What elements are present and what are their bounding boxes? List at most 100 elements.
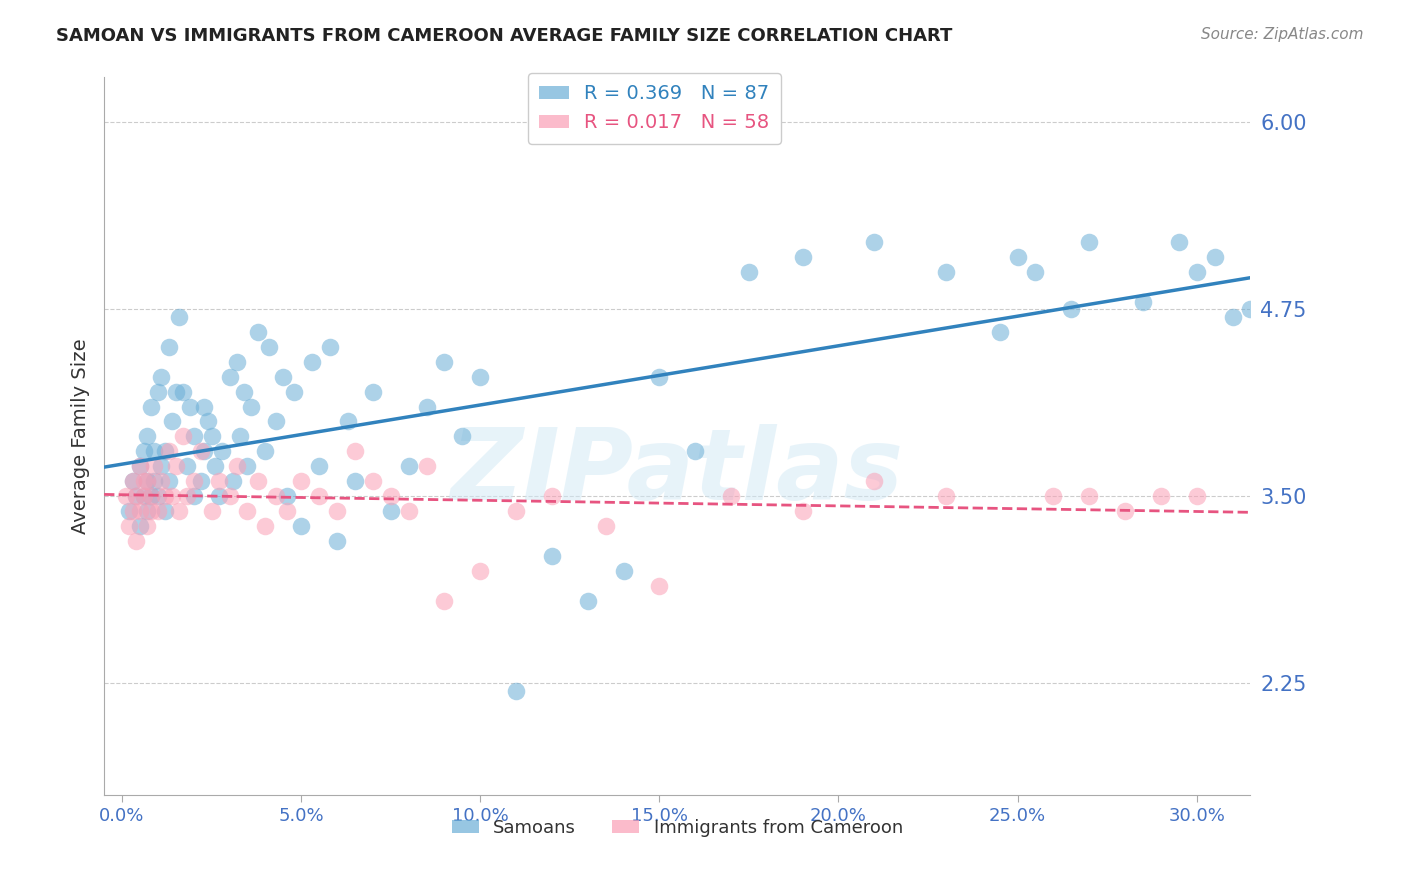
Point <box>218 489 240 503</box>
Point <box>1167 235 1189 249</box>
Point <box>236 459 259 474</box>
Point <box>1204 250 1226 264</box>
Point <box>541 489 564 503</box>
Point <box>139 504 162 518</box>
Point <box>176 459 198 474</box>
Point <box>150 459 173 474</box>
Point <box>505 504 527 518</box>
Point <box>139 489 162 503</box>
Text: Source: ZipAtlas.com: Source: ZipAtlas.com <box>1201 27 1364 42</box>
Point <box>257 340 280 354</box>
Point <box>319 340 342 354</box>
Point <box>118 504 141 518</box>
Point <box>576 594 599 608</box>
Point <box>470 564 492 578</box>
Point <box>153 504 176 518</box>
Point <box>143 444 166 458</box>
Point <box>146 384 169 399</box>
Point <box>132 489 155 503</box>
Point <box>160 414 183 428</box>
Point <box>190 475 212 489</box>
Point <box>738 265 761 279</box>
Point <box>308 459 330 474</box>
Point <box>1042 489 1064 503</box>
Point <box>157 475 180 489</box>
Point <box>211 444 233 458</box>
Point <box>433 594 456 608</box>
Point <box>165 384 187 399</box>
Point <box>200 504 222 518</box>
Point <box>169 310 191 324</box>
Point <box>1078 489 1101 503</box>
Point <box>204 459 226 474</box>
Point <box>129 459 152 474</box>
Point <box>132 489 155 503</box>
Point <box>308 489 330 503</box>
Point <box>648 369 671 384</box>
Point <box>218 369 240 384</box>
Point <box>176 489 198 503</box>
Point <box>326 534 349 549</box>
Point <box>225 354 247 368</box>
Point <box>193 400 215 414</box>
Point <box>1024 265 1046 279</box>
Point <box>792 504 814 518</box>
Point <box>343 475 366 489</box>
Point <box>121 504 143 518</box>
Point <box>125 489 148 503</box>
Point <box>247 475 270 489</box>
Point <box>1132 294 1154 309</box>
Point <box>361 384 384 399</box>
Point <box>254 519 277 533</box>
Point <box>326 504 349 518</box>
Point <box>114 489 136 503</box>
Point <box>139 489 162 503</box>
Point <box>121 475 143 489</box>
Point <box>136 475 159 489</box>
Point <box>380 489 402 503</box>
Point <box>121 475 143 489</box>
Point <box>150 475 173 489</box>
Point <box>197 414 219 428</box>
Point <box>301 354 323 368</box>
Point <box>1114 504 1136 518</box>
Point <box>683 444 706 458</box>
Point <box>153 489 176 503</box>
Point <box>595 519 617 533</box>
Point <box>283 384 305 399</box>
Point <box>146 489 169 503</box>
Point <box>172 384 194 399</box>
Point <box>125 534 148 549</box>
Point <box>193 444 215 458</box>
Point <box>183 475 205 489</box>
Point <box>139 400 162 414</box>
Point <box>208 475 231 489</box>
Text: SAMOAN VS IMMIGRANTS FROM CAMEROON AVERAGE FAMILY SIZE CORRELATION CHART: SAMOAN VS IMMIGRANTS FROM CAMEROON AVERA… <box>56 27 953 45</box>
Point <box>143 475 166 489</box>
Point <box>648 579 671 593</box>
Point <box>232 384 254 399</box>
Point <box>129 519 152 533</box>
Point <box>157 444 180 458</box>
Point <box>415 400 437 414</box>
Point <box>343 444 366 458</box>
Text: ZIPatlas: ZIPatlas <box>451 424 904 521</box>
Point <box>415 459 437 474</box>
Point <box>229 429 252 443</box>
Point <box>136 429 159 443</box>
Point <box>1007 250 1029 264</box>
Point <box>183 429 205 443</box>
Point <box>433 354 456 368</box>
Point <box>276 489 298 503</box>
Point <box>276 504 298 518</box>
Point <box>157 340 180 354</box>
Point <box>935 265 957 279</box>
Point <box>271 369 294 384</box>
Point <box>290 475 312 489</box>
Point <box>398 459 420 474</box>
Point <box>1078 235 1101 249</box>
Point <box>398 504 420 518</box>
Point <box>129 504 152 518</box>
Point <box>290 519 312 533</box>
Point <box>200 429 222 443</box>
